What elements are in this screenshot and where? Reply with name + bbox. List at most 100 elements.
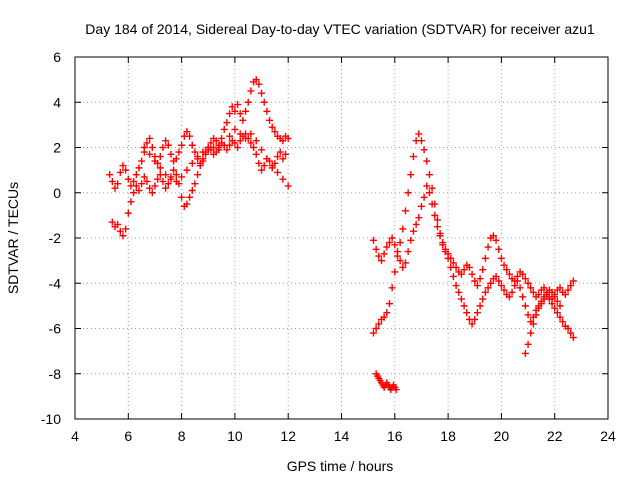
data-point: [159, 144, 167, 151]
data-point: [108, 218, 116, 226]
data-point: [170, 166, 178, 174]
data-point: [489, 232, 497, 240]
data-point: [497, 282, 505, 290]
data-point: [178, 173, 186, 181]
data-point: [481, 254, 489, 262]
data-point: [194, 153, 202, 161]
data-point: [404, 248, 412, 256]
y-tick-label: 0: [53, 185, 61, 201]
data-point: [569, 277, 577, 285]
data-point: [559, 318, 567, 326]
data-point: [279, 137, 287, 145]
data-point: [396, 239, 404, 247]
data-point: [276, 148, 284, 156]
data-point: [223, 119, 231, 127]
data-point: [551, 293, 559, 301]
x-tick-label: 22: [547, 428, 563, 444]
data-point: [263, 155, 271, 163]
data-point: [487, 279, 495, 287]
data-point: [524, 311, 532, 319]
data-point: [420, 146, 428, 154]
data-point: [383, 243, 391, 251]
data-point: [383, 309, 391, 317]
y-tick-label: 2: [53, 140, 61, 156]
data-point: [164, 141, 172, 149]
data-point: [524, 279, 532, 287]
data-point: [516, 284, 524, 292]
data-point: [274, 168, 282, 176]
data-point: [417, 202, 425, 210]
data-point: [183, 200, 191, 208]
data-point: [380, 313, 388, 321]
data-point: [250, 144, 258, 151]
data-point: [388, 284, 396, 292]
data-point: [119, 162, 127, 170]
x-tick-label: 10: [227, 428, 243, 444]
data-point: [473, 282, 481, 290]
data-point: [567, 329, 575, 337]
data-point: [564, 286, 572, 294]
data-point: [162, 184, 170, 192]
data-point: [497, 254, 505, 262]
x-tick-label: 20: [494, 428, 510, 444]
data-point: [258, 89, 266, 97]
data-point: [375, 320, 383, 328]
data-point: [503, 266, 511, 274]
data-point: [274, 153, 282, 161]
data-point: [540, 295, 548, 303]
chart-title: Day 184 of 2014, Sidereal Day-to-day VTE…: [85, 21, 595, 37]
data-point: [215, 146, 223, 154]
data-point: [151, 157, 159, 165]
data-point: [183, 166, 191, 174]
data-point: [527, 329, 535, 337]
series-arc-G: [521, 286, 564, 357]
data-point: [143, 139, 151, 147]
data-point: [396, 257, 404, 265]
data-point: [452, 282, 460, 290]
data-point: [255, 80, 263, 88]
data-point: [492, 236, 500, 244]
x-tick-label: 24: [600, 428, 616, 444]
data-point: [511, 277, 519, 285]
data-point: [156, 164, 164, 172]
data-point: [199, 148, 207, 156]
data-point: [236, 130, 244, 138]
data-point: [425, 189, 433, 197]
data-point: [154, 175, 162, 183]
data-point: [156, 153, 164, 161]
data-point: [484, 284, 492, 292]
data-point: [162, 137, 170, 145]
x-tick-label: 12: [280, 428, 296, 444]
x-tick-label: 4: [71, 428, 79, 444]
data-point: [247, 87, 255, 95]
data-point: [479, 295, 487, 303]
data-point: [279, 175, 287, 183]
data-point: [505, 270, 513, 278]
data-point: [433, 216, 441, 224]
y-tick-label: 4: [53, 94, 61, 110]
data-point: [415, 130, 423, 138]
data-point: [433, 223, 441, 231]
data-point: [409, 153, 417, 161]
data-point: [479, 266, 487, 274]
data-point: [119, 232, 127, 240]
data-point: [551, 304, 559, 312]
data-point: [178, 141, 186, 149]
data-point: [172, 155, 180, 163]
data-point: [172, 177, 180, 185]
data-point: [409, 227, 417, 235]
data-point: [449, 272, 457, 280]
data-point: [535, 291, 543, 299]
data-point: [399, 225, 407, 233]
data-point: [186, 132, 194, 140]
data-point: [130, 177, 138, 185]
data-point: [564, 325, 572, 332]
data-point: [239, 116, 247, 124]
data-point: [412, 220, 420, 228]
data-point: [140, 144, 148, 151]
data-point: [476, 275, 484, 283]
data-point: [122, 166, 130, 174]
data-point: [548, 288, 556, 296]
data-point: [460, 302, 468, 310]
data-point: [116, 168, 124, 176]
